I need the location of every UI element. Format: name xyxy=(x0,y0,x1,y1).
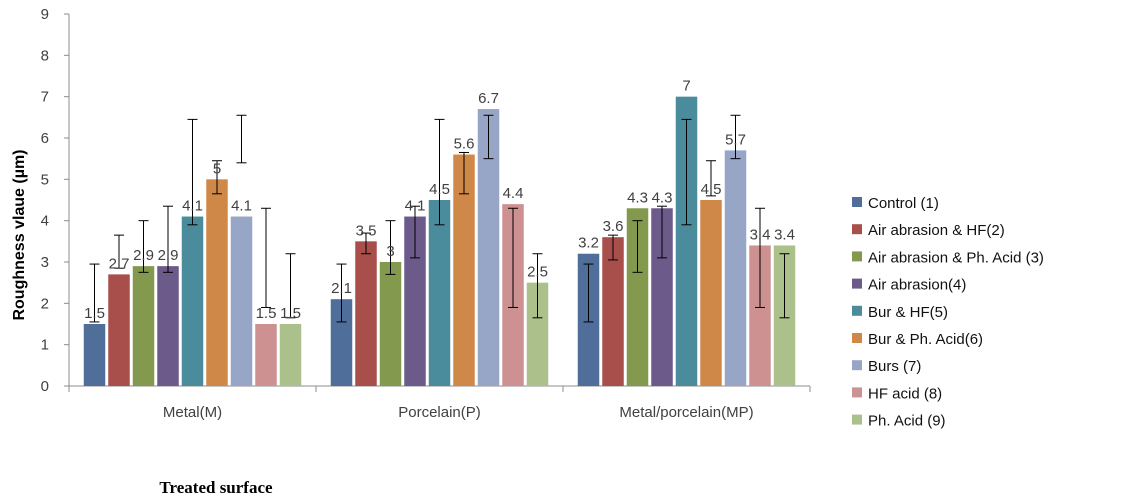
data-label: 1.5 xyxy=(84,305,105,322)
y-tick-label: 0 xyxy=(41,378,49,395)
y-tick-label: 9 xyxy=(41,6,49,23)
data-label: 4.5 xyxy=(429,181,450,198)
data-label: 2.9 xyxy=(133,247,154,264)
data-label: 5.6 xyxy=(454,136,475,153)
y-axis-label: Roughness vlaue (µm) xyxy=(11,149,28,320)
data-label: 3.5 xyxy=(356,222,377,239)
data-labels: 1.52.7 2.9 2.94.154.11.5 1.52.13.534.14.55.… xyxy=(84,78,795,322)
y-tick-label: 1 xyxy=(41,337,49,354)
x-tick-label: Metal/porcelain(MP) xyxy=(619,404,753,421)
data-label: 4.1 xyxy=(182,198,203,215)
y-tick-label: 4 xyxy=(41,213,49,230)
bar xyxy=(724,150,747,386)
error-bars xyxy=(89,114,790,323)
data-label: 3 xyxy=(386,243,394,260)
bar xyxy=(700,200,722,386)
bar xyxy=(675,96,698,387)
legend-label: Air abrasion(4) xyxy=(868,277,966,294)
bar xyxy=(477,109,500,387)
bar xyxy=(404,216,426,386)
legend-label: Control (1) xyxy=(868,195,939,212)
legend: Control (1) Air abrasion & HF(2) Air abras… xyxy=(852,195,1044,430)
bar xyxy=(749,245,771,386)
legend-swatch xyxy=(852,333,862,343)
data-label: 5.7 xyxy=(725,131,746,148)
bar xyxy=(526,282,549,386)
bar xyxy=(626,208,649,386)
data-label: 4.5 xyxy=(701,181,722,198)
bar xyxy=(230,216,253,386)
x-tick-label: Porcelain(P) xyxy=(398,404,481,421)
data-label: 5 xyxy=(213,160,221,177)
bar xyxy=(157,266,179,386)
bar xyxy=(651,208,673,386)
y-tick-label: 5 xyxy=(41,171,49,188)
data-label: 1.5 xyxy=(280,305,301,322)
legend-label: Air abrasion & Ph. Acid (3) xyxy=(868,249,1044,266)
data-label: 3.4 xyxy=(774,226,795,243)
y-tick-label: 6 xyxy=(41,130,49,147)
bar xyxy=(83,324,106,386)
data-label: 2.1 xyxy=(331,280,352,297)
data-label: 7 xyxy=(682,78,690,95)
x-axis: Metal(M) Porcelain(P) Metal/porcelain(MP) xyxy=(68,385,811,421)
legend-label: HF acid (8) xyxy=(868,385,942,402)
data-label: 4.1 xyxy=(405,198,426,215)
bar xyxy=(355,241,377,386)
data-label: 3.6 xyxy=(603,218,624,235)
legend-swatch xyxy=(852,278,862,289)
bar xyxy=(428,200,451,386)
y-tick-label: 8 xyxy=(41,47,49,64)
bar xyxy=(330,299,353,386)
legend-swatch xyxy=(852,305,862,316)
data-label: 3.2 xyxy=(578,235,599,252)
bar xyxy=(602,237,624,386)
data-label: 6.7 xyxy=(478,90,499,107)
y-tick-label: 3 xyxy=(41,254,49,271)
bar xyxy=(379,262,402,386)
legend-label: Bur & HF(5) xyxy=(868,304,948,321)
legend-label: Burs (7) xyxy=(868,358,921,375)
bar xyxy=(132,266,155,386)
data-label: 4.4 xyxy=(503,185,524,202)
legend-label: Air abrasion & HF(2) xyxy=(868,222,1005,239)
data-label: 4.1 xyxy=(231,198,252,215)
bar xyxy=(255,324,277,386)
legend-swatch xyxy=(852,197,862,207)
data-label: 1.5 xyxy=(256,305,277,322)
legend-swatch xyxy=(852,360,862,371)
data-label: 4.3 xyxy=(627,189,648,206)
data-label: 2.5 xyxy=(527,264,548,281)
bars xyxy=(83,96,796,387)
bar xyxy=(206,179,228,386)
y-tick-label: 7 xyxy=(41,89,49,106)
bar xyxy=(181,216,204,386)
legend-label: Ph. Acid (9) xyxy=(868,413,946,430)
data-label: 4.3 xyxy=(652,189,673,206)
legend-label: Bur & Ph. Acid(6) xyxy=(868,331,983,348)
data-label: 3.4 xyxy=(750,226,771,243)
data-label: 2.7 xyxy=(109,255,130,272)
bar xyxy=(279,324,302,386)
y-tick-label: 2 xyxy=(41,295,49,312)
legend-swatch xyxy=(852,224,862,235)
y-axis: 0 1 2 3 4 5 6 7 8 9 xyxy=(41,6,70,395)
legend-swatch xyxy=(852,414,862,425)
x-tick-label: Metal(M) xyxy=(163,404,222,421)
x-axis-label: Treated surface xyxy=(159,478,273,497)
data-label: 2.9 xyxy=(158,247,179,264)
bar xyxy=(453,154,475,386)
legend-swatch xyxy=(852,387,862,398)
bar xyxy=(108,274,130,386)
legend-swatch xyxy=(852,251,862,262)
